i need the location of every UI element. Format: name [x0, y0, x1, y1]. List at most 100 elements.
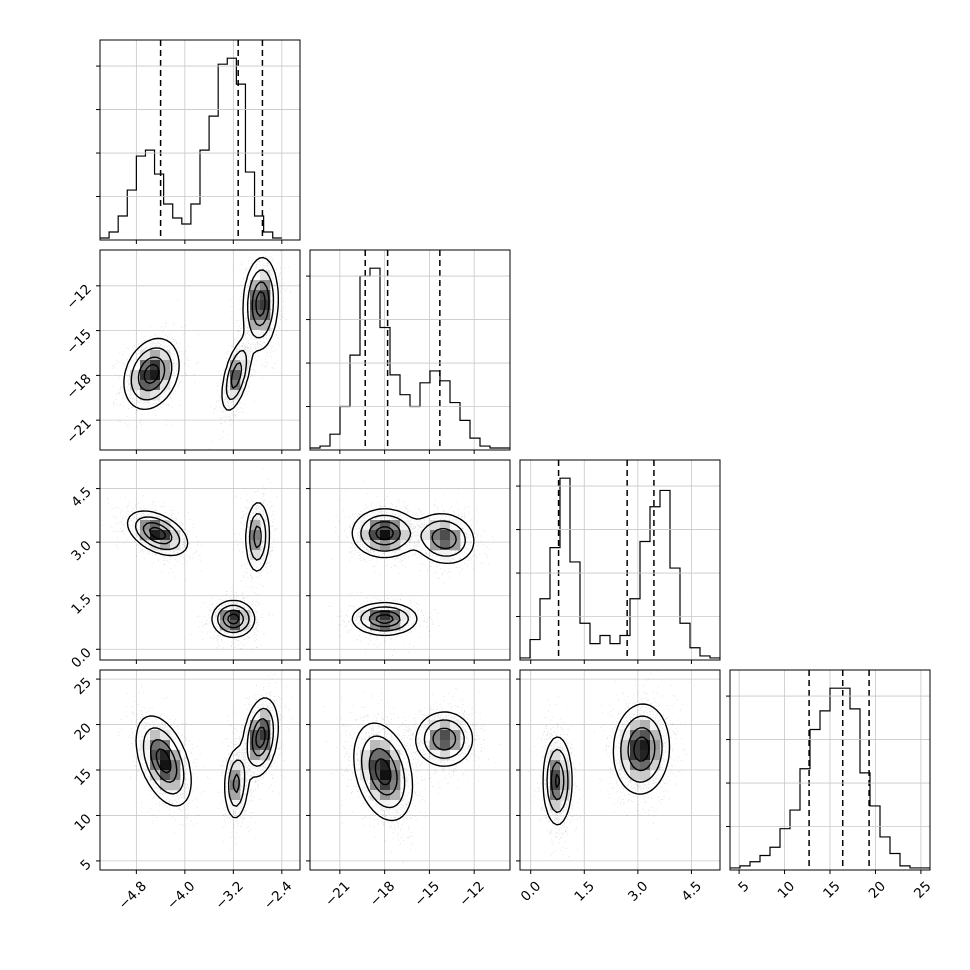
density-cell	[630, 760, 641, 771]
x-tick-label: −12	[456, 878, 487, 909]
density-cell	[250, 720, 261, 731]
density-cell	[160, 770, 171, 781]
density-cell	[440, 750, 451, 761]
density-cell	[650, 730, 661, 741]
density-cell	[160, 750, 171, 761]
density-cell	[370, 770, 381, 781]
histogram-panel	[306, 249, 511, 451]
density-cell	[250, 280, 261, 291]
density-cell	[640, 720, 651, 731]
density-cell	[390, 770, 401, 781]
density-cell	[150, 750, 161, 761]
panel-frame	[99, 39, 301, 241]
density-cell	[400, 610, 411, 621]
density-cell	[560, 780, 571, 791]
density-cell	[360, 520, 371, 531]
density-contour	[360, 514, 466, 632]
y-tick-label: 5	[77, 856, 94, 873]
density-contour	[550, 727, 656, 801]
density-cell	[230, 390, 241, 401]
density-cell	[250, 330, 261, 341]
density-contour	[375, 526, 395, 624]
x-tick-label: 15	[820, 878, 843, 901]
density-cell	[150, 540, 161, 551]
density-cell	[130, 380, 141, 391]
density-cell	[370, 540, 381, 551]
density-contour	[150, 718, 270, 794]
density-contour	[135, 697, 279, 819]
density-cell	[370, 750, 381, 761]
y-tick-label: 20	[71, 720, 94, 743]
density-cell	[360, 750, 371, 761]
histogram-panel	[726, 669, 931, 871]
density-cell	[240, 360, 251, 371]
density-contour	[134, 513, 267, 634]
density-cell	[230, 780, 241, 791]
density-contour	[142, 707, 275, 807]
density-contour	[368, 521, 457, 628]
y-tick-label: 3.0	[68, 538, 95, 565]
density-cell	[420, 530, 431, 541]
y-tick-label: 1.5	[68, 591, 95, 618]
density-cell	[550, 770, 561, 781]
density-cell	[150, 760, 161, 771]
density-cell	[450, 540, 461, 551]
density-contour	[351, 508, 475, 637]
density-cell	[640, 770, 651, 781]
density-cell	[260, 310, 271, 321]
density-contour	[555, 736, 650, 788]
density-contour	[368, 727, 457, 796]
density-cell	[390, 780, 401, 791]
histogram-step	[520, 477, 720, 659]
density-cell	[250, 750, 261, 761]
density-cell	[390, 790, 401, 801]
density-contour	[142, 522, 262, 629]
scatter-panel	[519, 669, 721, 871]
density-cell	[250, 530, 261, 541]
density-cell	[360, 610, 371, 621]
density-cell	[380, 800, 391, 811]
x-tick-label: 20	[866, 878, 889, 901]
density-cell	[390, 620, 401, 631]
density-cell	[220, 620, 231, 631]
density-cell	[140, 530, 151, 541]
density-cell	[230, 620, 241, 631]
density-cell	[640, 740, 651, 751]
density-contour	[143, 291, 266, 385]
panel-frame	[99, 249, 301, 451]
density-cell	[390, 540, 401, 551]
density-cell	[430, 540, 441, 551]
density-contour	[546, 715, 663, 813]
density-cell	[160, 730, 171, 741]
density-cell	[230, 770, 241, 781]
density-cell	[620, 750, 631, 761]
density-cell	[370, 740, 381, 751]
density-cell	[260, 750, 271, 761]
histogram-step	[100, 57, 282, 239]
density-contour	[374, 758, 392, 786]
panel-frame	[99, 459, 301, 661]
x-tick-label: −2.4	[261, 878, 295, 912]
density-cell	[160, 350, 171, 361]
y-tick-label: −21	[63, 416, 94, 447]
density-cell	[380, 760, 391, 771]
density-cell	[150, 520, 161, 531]
density-cell	[150, 370, 161, 381]
density-cell	[360, 760, 371, 771]
density-cell	[260, 290, 271, 301]
density-cell	[250, 300, 261, 311]
density-cell	[430, 520, 441, 531]
density-cell	[250, 520, 261, 531]
density-cell	[550, 750, 561, 761]
density-cell	[380, 530, 391, 541]
density-cell	[370, 610, 381, 621]
panel-frame	[519, 459, 721, 661]
y-tick-label: −15	[63, 326, 94, 357]
density-cell	[150, 390, 161, 401]
scatter-panel	[309, 669, 511, 871]
y-tick-label: 15	[71, 766, 94, 789]
density-cell	[230, 370, 241, 381]
density-cell	[160, 760, 171, 771]
y-tick-label: 25	[71, 675, 94, 698]
